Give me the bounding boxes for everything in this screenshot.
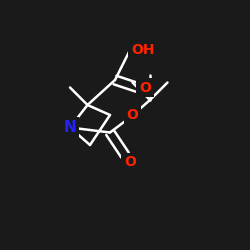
Text: OH: OH [131, 43, 154, 57]
Text: O: O [139, 80, 151, 94]
Text: N: N [64, 120, 76, 135]
Text: O: O [126, 108, 138, 122]
Text: O: O [124, 156, 136, 170]
